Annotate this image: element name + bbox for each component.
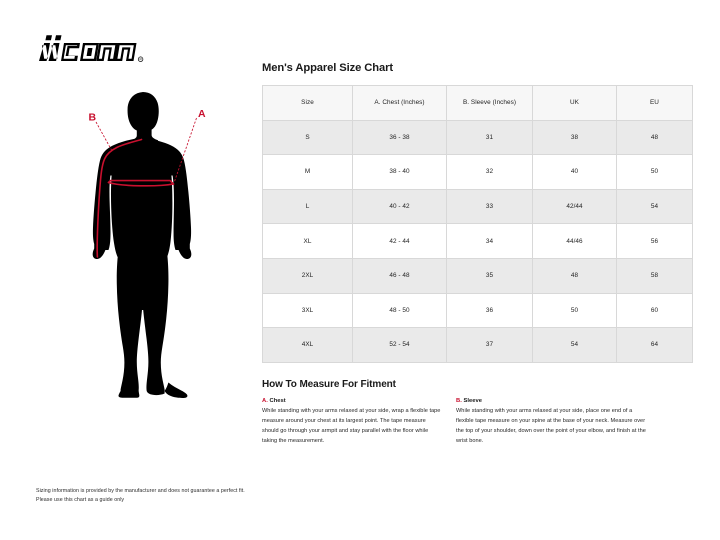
measurement-guide-lines [96,138,175,258]
right-content-panel: Men's Apparel Size Chart Size A. Chest (… [258,0,720,540]
cell-size: 2XL [262,257,353,294]
cell-chest: 42 - 44 [352,223,447,259]
cell-chest: 48 - 50 [352,292,447,329]
chest-measure-line [107,179,175,185]
cell-eu: 60 [616,292,693,329]
table-row: 4XL 52 - 54 37 54 64 [262,327,693,363]
cell-uk: 38 [532,119,617,156]
column-header-eu: EU [616,85,693,121]
cell-size: S [262,119,353,156]
measure-name-sleeve: Sleeve [463,398,483,404]
silhouette-shape [92,92,192,398]
cell-sleeve: 33 [446,188,533,225]
measure-text-sleeve: While standing with your arms relaxed at… [456,408,646,445]
column-header-uk: UK [532,85,617,121]
cell-sleeve: 36 [446,292,533,329]
table-row: 2XL 46 - 48 35 48 58 [262,257,693,294]
cell-uk: 54 [532,327,617,363]
cell-uk: 42/44 [532,188,617,225]
annotation-label-b: B [89,112,97,124]
cell-sleeve: 35 [446,257,533,294]
cell-uk: 40 [532,154,617,190]
sleeve-measure-line [96,138,143,258]
cell-eu: 50 [616,154,693,190]
body-silhouette-illustration: A B [62,88,242,400]
table-row: L 40 - 42 33 42/44 54 [262,188,693,225]
measure-label-chest: A. Chest [262,396,444,406]
sizing-disclaimer: Sizing information is provided by the ma… [36,488,245,504]
leader-line-b [95,121,112,151]
measure-instruction-chest: A. Chest While standing with your arms r… [262,396,444,447]
cell-chest: 38 - 40 [352,154,447,190]
page-title: Men's Apparel Size Chart [262,62,394,74]
measure-instruction-sleeve: B. Sleeve While standing with your arms … [456,396,648,447]
cell-size: XL [262,223,353,259]
cell-uk: 44/46 [532,223,617,259]
column-header-chest: A. Chest (Inches) [352,85,447,121]
chest-measure-line-lower [107,181,175,187]
table-row: M 38 - 40 32 40 50 [262,154,693,190]
table-row: 3XL 48 - 50 36 50 60 [262,292,693,329]
measure-letter-a: A. [262,398,268,404]
table-row: S 36 - 38 31 38 48 [262,119,693,156]
size-chart-table: Size A. Chest (Inches) B. Sleeve (Inches… [262,85,693,363]
cell-chest: 36 - 38 [352,119,447,156]
annotation-label-a: A [198,108,206,120]
cell-size: 4XL [262,327,353,363]
cell-eu: 56 [616,223,693,259]
cell-size: M [262,154,353,190]
cell-chest: 40 - 42 [352,188,447,225]
cell-sleeve: 37 [446,327,533,363]
cell-chest: 52 - 54 [352,327,447,363]
cell-sleeve: 34 [446,223,533,259]
cell-eu: 64 [616,327,693,363]
cell-chest: 46 - 48 [352,257,447,294]
cell-sleeve: 32 [446,154,533,190]
svg-text:R: R [139,57,142,61]
cell-eu: 54 [616,188,693,225]
cell-size: 3XL [262,292,353,329]
size-table-container: Size A. Chest (Inches) B. Sleeve (Inches… [262,85,693,363]
measure-name-chest: Chest [269,398,286,404]
table-header-row: Size A. Chest (Inches) B. Sleeve (Inches… [262,85,693,121]
cell-uk: 48 [532,257,617,294]
column-header-size: Size [262,85,353,121]
icon-brand-logo: R [36,32,156,72]
column-header-sleeve: B. Sleeve (Inches) [446,85,533,121]
cell-uk: 50 [532,292,617,329]
measure-letter-b: B. [456,398,462,404]
cell-eu: 48 [616,119,693,156]
cell-sleeve: 31 [446,119,533,156]
measure-text-chest: While standing with your arms relaxed at… [262,408,441,445]
cell-eu: 58 [616,257,693,294]
table-row: XL 42 - 44 34 44/46 56 [262,223,693,259]
how-to-measure-heading: How To Measure For Fitment [262,379,396,390]
left-illustration-panel: R [0,0,258,540]
cell-size: L [262,188,353,225]
measure-label-sleeve: B. Sleeve [456,396,648,406]
